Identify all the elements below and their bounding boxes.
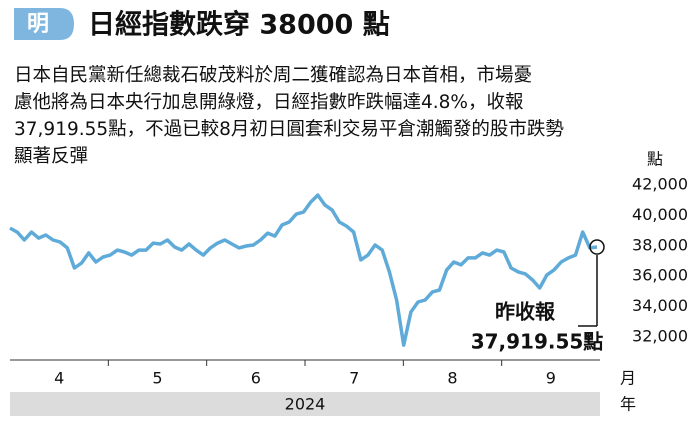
paragraph-line: 日本自民黨新任總裁石破茂料於周二獲確認為日本首相，市場憂 — [14, 65, 532, 86]
y-tick-label: 38,000 — [632, 235, 688, 254]
x-tick-label: 6 — [251, 369, 261, 388]
y-tick-label: 32,000 — [632, 326, 688, 345]
y-unit: 點 — [647, 150, 663, 169]
x-tick-label: 7 — [349, 369, 359, 388]
paragraph-line: 慮他將為日本央行加息開綠燈，日經指數昨跌幅達4.8%，收報 — [14, 92, 524, 113]
y-tick-label: 42,000 — [632, 175, 688, 194]
x-tick-label: 9 — [546, 369, 556, 388]
y-tick-label: 36,000 — [632, 266, 688, 285]
price-line — [9, 193, 598, 347]
paragraph-line: 顯著反彈 — [14, 146, 88, 167]
badge: 明 — [27, 12, 49, 37]
x-tick-label: 8 — [447, 369, 457, 388]
x-tick-label: 4 — [54, 369, 64, 388]
y-tick-label: 34,000 — [632, 296, 688, 315]
badge-bg — [14, 8, 74, 40]
last-point — [589, 239, 605, 255]
y-tick-label: 40,000 — [632, 205, 688, 224]
annotation: 37,919.55點 — [471, 330, 604, 354]
x-tick-label: 5 — [152, 369, 162, 388]
annotation: 昨收報 — [495, 300, 556, 324]
year-band — [10, 392, 600, 416]
title: 日經指數跌穿 38000 點 — [88, 9, 390, 41]
paragraph-line: 37,919.55點，不過已較8月初日圓套利交易平倉潮觸發的股市跌勢 — [14, 119, 564, 140]
month-unit: 月 — [620, 369, 636, 388]
year-unit: 年 — [620, 395, 636, 414]
year: 2024 — [285, 395, 326, 414]
